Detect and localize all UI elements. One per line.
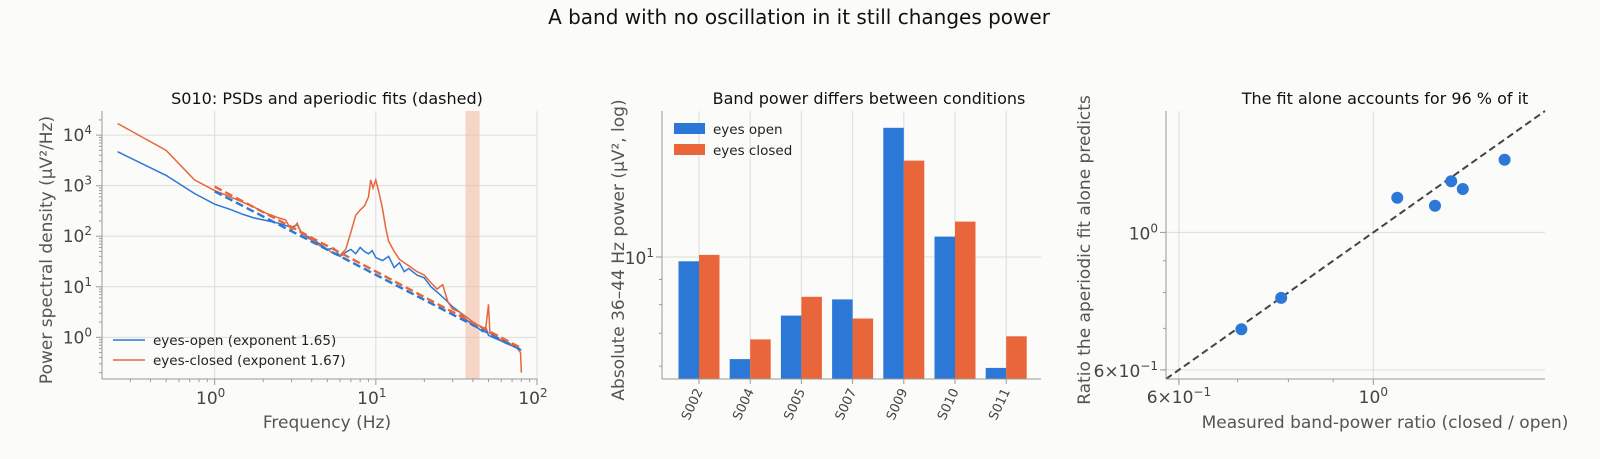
bar-legend-swatch-open: [674, 123, 705, 134]
bar-S005-closed: [801, 296, 822, 379]
legend-label-closed: eyes-closed (exponent 1.67): [153, 353, 346, 369]
psd-y-tick-label: 103: [63, 174, 92, 197]
scatter-x-axis-label: Measured band-power ratio (closed / open…: [1202, 413, 1569, 433]
bar-S002-open: [678, 261, 699, 379]
bar-y-tick-label: 101: [625, 246, 654, 269]
aperiodic-fit-line-closed: [214, 185, 522, 350]
psd-y-axis-label: Power spectral density (µV²/Hz): [37, 116, 57, 384]
bar-category-label: S007: [833, 386, 861, 422]
scatter-x-tick-label: 100: [1359, 385, 1388, 408]
figure-suptitle: A band with no oscillation in it still c…: [548, 5, 1051, 29]
identity-reference-line: [1165, 110, 1546, 380]
psd-y-tick-label: 104: [63, 123, 92, 146]
scatter-y-axis-label: Ratio the aperiodic fit alone predicts: [1075, 95, 1095, 405]
psd-y-tick-label: 101: [63, 275, 92, 298]
bar-legend-label-closed: eyes closed: [713, 143, 792, 159]
aperiodic-fit-line-open: [214, 190, 522, 352]
bar-category-label: S002: [679, 386, 707, 422]
ratio-scatter-panel: The fit alone accounts for 96 % of it Me…: [1075, 89, 1568, 433]
psd-y-tick-label: 100: [63, 325, 92, 348]
scatter-point: [1456, 183, 1469, 195]
bar-category-label: S005: [781, 386, 809, 422]
bar-category-label: S010: [935, 386, 963, 422]
analysis-band-highlight: [465, 111, 480, 379]
bar-S009-closed: [903, 160, 925, 379]
bandpower-bar-panel: Band power differs between conditions Ab…: [609, 89, 1041, 423]
bar-y-axis-label: Absolute 36–44 Hz power (µV², log): [609, 99, 629, 400]
bar-S010-open: [934, 236, 955, 379]
bar-category-label: S009: [884, 386, 912, 422]
psd-panel: S010: PSDs and aperiodic fits (dashed) F…: [37, 89, 548, 433]
scatter-y-tick-label: 6×10−1: [1094, 359, 1158, 382]
bar-S005-open: [780, 315, 802, 379]
legend-label-open: eyes-open (exponent 1.65): [153, 333, 336, 349]
bar-category-label: S004: [730, 386, 758, 422]
psd-x-tick-label: 100: [196, 386, 225, 409]
bar-S010-closed: [955, 221, 976, 379]
bar-panel-title: Band power differs between conditions: [713, 89, 1026, 108]
bar-S007-open: [832, 299, 853, 379]
bar-legend-label-open: eyes open: [713, 122, 783, 138]
psd-panel-title: S010: PSDs and aperiodic fits (dashed): [171, 89, 483, 108]
psd-line-open: [117, 151, 522, 352]
bar-S009-open: [883, 127, 904, 379]
scatter-point: [1429, 199, 1441, 212]
bar-category-label: S011: [986, 386, 1014, 422]
psd-x-tick-label: 102: [518, 386, 547, 409]
psd-y-tick-label: 102: [63, 224, 92, 247]
psd-x-axis-label: Frequency (Hz): [263, 413, 391, 433]
bar-legend-swatch-closed: [674, 144, 705, 155]
scatter-point: [1235, 323, 1248, 336]
scatter-panel-title: The fit alone accounts for 96 % of it: [1241, 89, 1529, 108]
scatter-point: [1275, 291, 1288, 304]
bar-S011-open: [985, 367, 1007, 379]
bar-S011-closed: [1006, 336, 1027, 379]
bar-S007-closed: [852, 318, 874, 379]
psd-x-tick-label: 101: [357, 386, 386, 409]
scatter-point: [1498, 153, 1511, 166]
scatter-point: [1445, 175, 1458, 188]
scatter-y-tick-label: 100: [1129, 221, 1158, 244]
bar-S002-closed: [699, 254, 720, 379]
bar-S004-open: [729, 359, 751, 379]
scatter-point: [1391, 191, 1404, 204]
bar-S004-closed: [750, 339, 771, 379]
scatter-x-tick-label: 6×10−1: [1147, 385, 1211, 408]
